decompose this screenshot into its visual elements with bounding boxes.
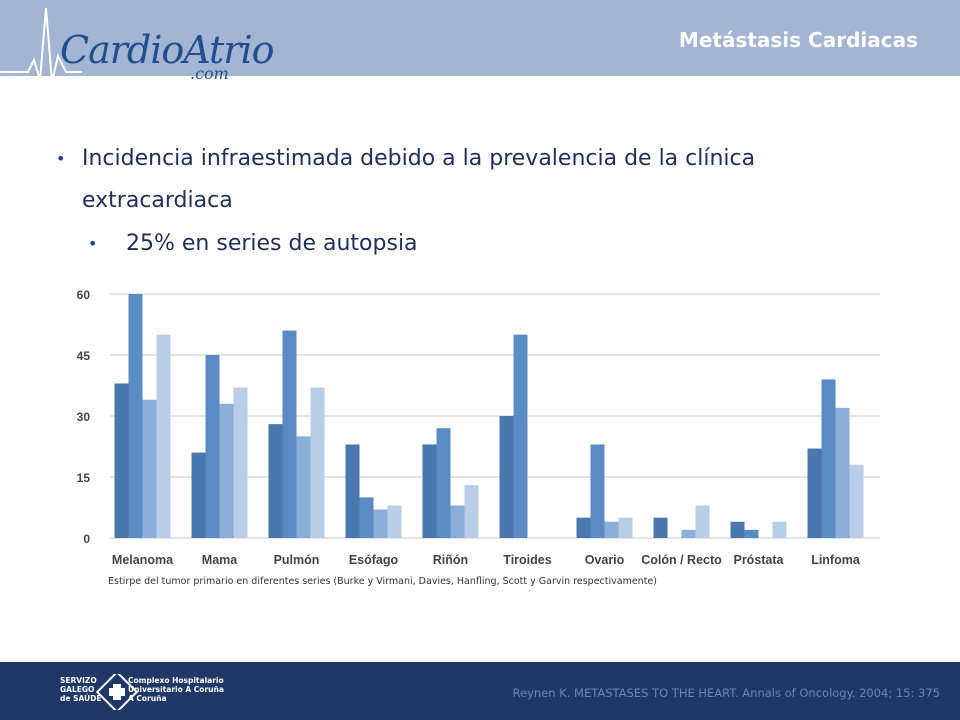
sergas-logo-icon: [95, 674, 139, 710]
heartbeat-logo-icon: [0, 7, 82, 83]
x-category-label: Tiroides: [503, 553, 551, 567]
bar: [296, 436, 311, 538]
sergas-line3: de SAÚDE: [60, 694, 102, 703]
bar: [422, 444, 437, 538]
chart-caption: Estirpe del tumor primario en diferentes…: [108, 576, 657, 587]
bar: [744, 529, 759, 538]
y-tick-label: 45: [77, 349, 91, 363]
bar: [219, 403, 234, 538]
hospital-line2: Universitario A Coruña: [128, 685, 224, 694]
logo-text: CardioAtrio: [60, 28, 274, 72]
y-tick-label: 0: [83, 532, 90, 546]
cardioatrio-logo: CardioAtrio .com: [0, 0, 274, 88]
bar: [142, 399, 157, 538]
bar: [807, 448, 822, 538]
hospital-line3: A Coruña: [128, 694, 167, 703]
sergas-line1: SERVIZO: [60, 676, 97, 685]
y-tick-label: 30: [77, 410, 91, 424]
bar: [345, 444, 360, 538]
bar: [821, 379, 836, 538]
x-category-label: Linfoma: [811, 553, 861, 567]
bar: [268, 424, 283, 538]
bar: [772, 521, 787, 538]
sergas-name: SERVIZO GALEGO de SAÚDE: [60, 676, 101, 703]
footer-bar: [0, 662, 960, 720]
bullet-incidence-line1: Incidencia infraestimada debido a la pre…: [82, 146, 756, 171]
sergas-line2: GALEGO: [60, 685, 95, 694]
header-bar: [0, 0, 960, 76]
bar: [464, 485, 479, 538]
x-category-label: Melanoma: [112, 553, 174, 567]
logo-subtext: .com: [190, 64, 229, 83]
x-category-label: Riñón: [433, 553, 468, 567]
bullet-list: Incidencia infraestimada debido a la pre…: [56, 138, 916, 266]
bar-chart: 0 15 30 45 60 Melanoma Mama Pulmón Esófago Riñón T…: [77, 288, 880, 567]
bullet-incidence-line2: extracardiaca: [82, 188, 233, 213]
y-tick-label: 60: [77, 288, 91, 302]
slide-title: Metástasis Cardiacas: [678, 28, 918, 52]
bullet-incidence: Incidencia infraestimada debido a la pre…: [56, 138, 916, 222]
hospital-name: Complexo Hospitalario Universitario A Co…: [128, 676, 224, 703]
bar: [499, 416, 514, 538]
bar: [387, 505, 402, 538]
x-category-label: Pulmón: [274, 553, 320, 567]
bar: [128, 294, 143, 538]
bar: [359, 497, 374, 538]
hospital-line1: Complexo Hospitalario: [128, 676, 224, 685]
x-category-label: Mama: [202, 553, 238, 567]
bar: [205, 355, 220, 538]
bar: [618, 517, 633, 538]
reference-citation: Reynen K. METASTASES TO THE HEART. Annal…: [512, 686, 940, 700]
x-category-label: Colón / Recto: [641, 553, 722, 567]
bar: [310, 387, 325, 538]
bar: [191, 452, 206, 538]
bar: [590, 444, 605, 538]
bar: [835, 407, 850, 538]
bar: [373, 509, 388, 538]
bar: [695, 505, 710, 538]
x-category-label: Ovario: [585, 553, 625, 567]
bar: [730, 521, 745, 538]
sub-bullet-autopsy: 25% en series de autopsia: [56, 222, 916, 266]
bar: [436, 428, 451, 538]
bar: [653, 517, 668, 538]
x-category-label: Esófago: [349, 553, 399, 567]
bar: [156, 334, 171, 538]
bar: [450, 505, 465, 538]
x-category-label: Próstata: [733, 553, 784, 567]
bar: [282, 330, 297, 538]
bar: [114, 383, 129, 538]
y-tick-label: 15: [77, 471, 91, 485]
bar: [849, 464, 864, 538]
bar: [681, 529, 696, 538]
bar: [576, 517, 591, 538]
bar: [604, 521, 619, 538]
bar: [233, 387, 248, 538]
bar: [513, 334, 528, 538]
